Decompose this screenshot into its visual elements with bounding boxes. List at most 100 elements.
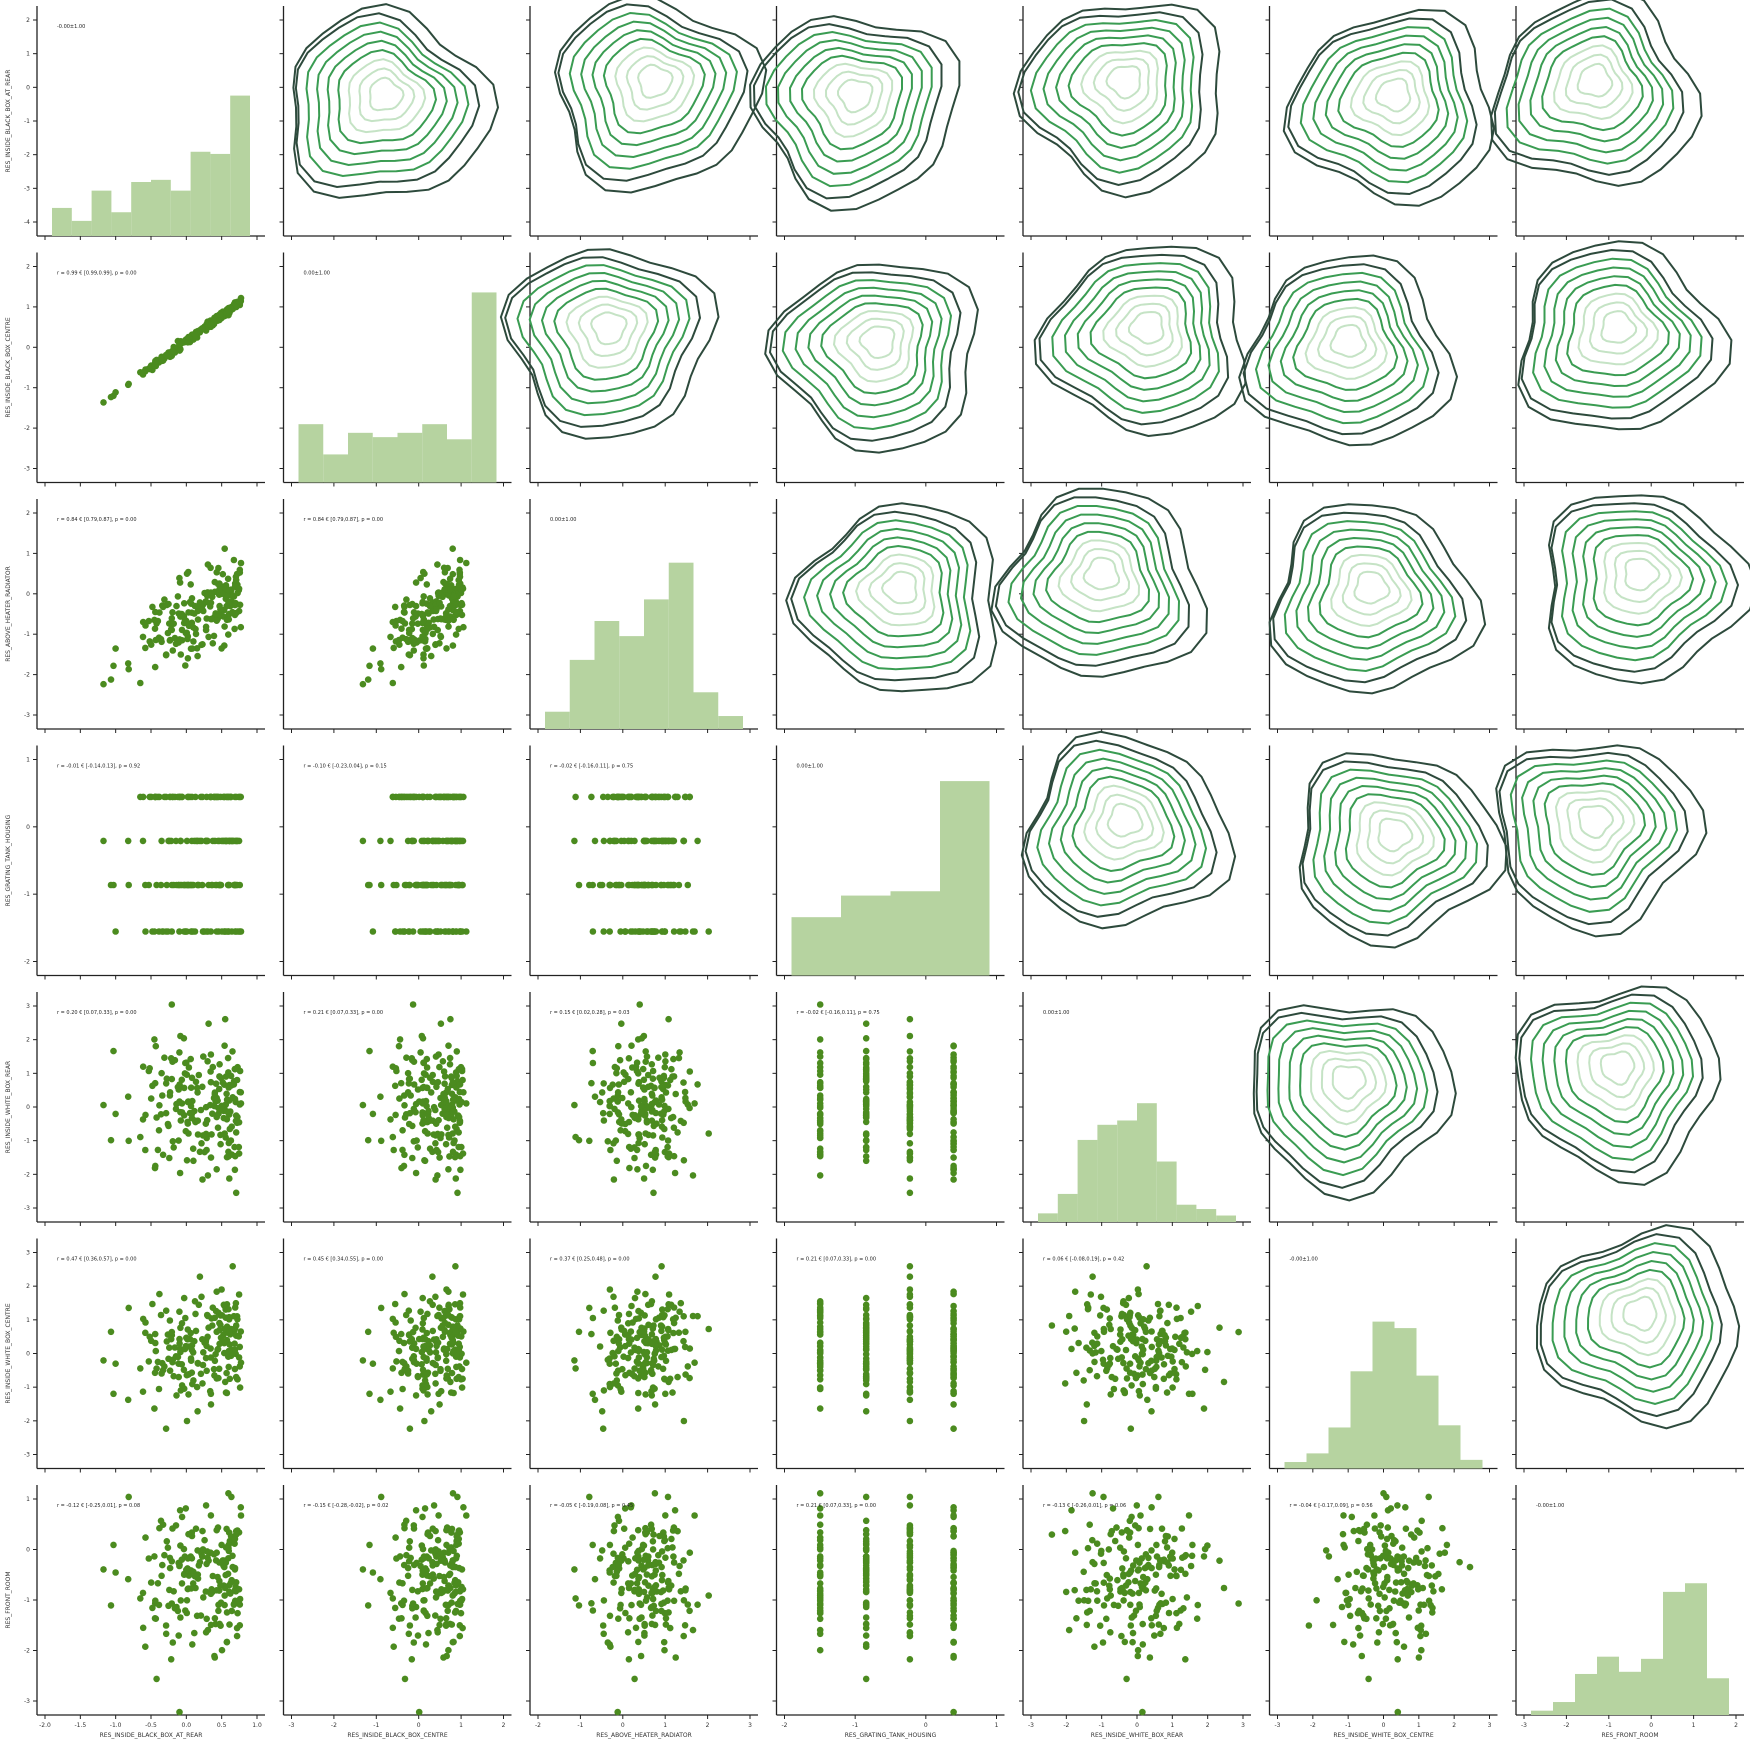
- scatter-point: [404, 1069, 412, 1077]
- scatter-point: [235, 585, 243, 592]
- scatter-point: [816, 1152, 824, 1160]
- x-tick-label: 3: [748, 1722, 752, 1729]
- scatter-point: [207, 1051, 215, 1058]
- scatter-point: [412, 1108, 419, 1116]
- kde-contour: [1564, 53, 1624, 109]
- x-tick-label: -2: [535, 1722, 541, 1729]
- scatter-point: [862, 1346, 870, 1354]
- scatter-point: [225, 1305, 232, 1313]
- scatter-point: [420, 651, 427, 658]
- kde-contour: [1521, 767, 1668, 901]
- scatter-point: [198, 1293, 205, 1301]
- scatter-point: [950, 1532, 957, 1540]
- scatter-point: [218, 928, 226, 935]
- scatter-point: [1086, 1366, 1093, 1374]
- scatter-point: [642, 1597, 650, 1604]
- scatter-point: [575, 1328, 583, 1336]
- scatter-point: [423, 1370, 431, 1378]
- scatter-point: [589, 928, 597, 935]
- scatter-point: [950, 1425, 957, 1432]
- kde-contour: [1517, 240, 1733, 431]
- scatter-point: [232, 1129, 240, 1136]
- scatter-point: [665, 1150, 673, 1157]
- panel-6-2: -2 -1 0 1 2 3r = -0.05 € [-0.19,0.08], p = 0.…: [526, 1485, 758, 1739]
- scatter-point: [625, 1584, 633, 1592]
- scatter-point: [402, 1517, 410, 1525]
- scatter-point: [401, 1675, 409, 1683]
- scatter-point: [449, 1148, 457, 1156]
- scatter-point: [451, 1609, 459, 1616]
- scatter-point: [1142, 1551, 1150, 1558]
- scatter-point: [419, 1112, 427, 1119]
- hist-bar: [52, 207, 72, 236]
- scatter-point: [1165, 1609, 1173, 1617]
- scatter-point: [225, 1363, 232, 1371]
- scatter-point: [627, 1328, 635, 1335]
- scatter-point: [1178, 1525, 1186, 1532]
- scatter-point: [460, 1089, 467, 1096]
- y-tick-label: -3: [24, 712, 30, 719]
- scatter-point: [1160, 1361, 1168, 1368]
- scatter-point: [203, 1146, 210, 1154]
- scatter-point: [166, 1089, 174, 1096]
- scatter-point: [644, 1562, 652, 1569]
- scatter-point: [396, 1036, 404, 1043]
- scatter-point: [950, 1708, 957, 1716]
- kde-contour: [1266, 1019, 1429, 1177]
- scatter-point: [662, 1554, 669, 1561]
- scatter-point: [862, 1535, 870, 1543]
- scatter-point: [182, 1505, 190, 1512]
- scatter-point: [642, 1058, 649, 1065]
- scatter-point: [233, 1119, 241, 1127]
- scatter-point: [446, 1153, 453, 1160]
- kde-contour: [499, 248, 720, 440]
- scatter-point: [236, 1067, 244, 1075]
- scatter-point: [161, 1551, 168, 1559]
- scatter-point: [862, 1632, 870, 1639]
- x-tick-label: -1: [852, 1722, 858, 1729]
- scatter-point: [950, 1597, 957, 1604]
- scatter-point: [405, 651, 413, 658]
- scatter-point: [662, 1089, 670, 1096]
- scatter-point: [453, 1072, 461, 1080]
- panel-6-0: -3-2-101-2.0 -1.5 -1.0 -0.5 0.0 0.5 1.0r = -0.…: [5, 1485, 265, 1739]
- scatter-point: [1113, 1345, 1120, 1353]
- scatter-point: [151, 1405, 158, 1412]
- scatter-point: [207, 793, 215, 801]
- scatter-point: [432, 641, 439, 648]
- panel-1-4: [1019, 245, 1251, 487]
- scatter-point: [217, 1582, 224, 1589]
- scatter-point: [591, 1575, 599, 1583]
- corr-annotation: r = 0.21 € [0.07,0.33], p = 0.00: [797, 1257, 877, 1263]
- kde-contour: [1047, 757, 1197, 895]
- scatter-point: [167, 1656, 175, 1663]
- scatter-point: [1138, 1343, 1146, 1350]
- scatter-point: [950, 1288, 957, 1295]
- scatter-point: [1143, 1563, 1150, 1571]
- scatter-point: [862, 1047, 870, 1055]
- scatter-point: [862, 1493, 870, 1501]
- scatter-point: [216, 1620, 223, 1628]
- scatter-point: [401, 1290, 408, 1298]
- scatter-point: [377, 1575, 384, 1583]
- kde-contour: [1287, 17, 1478, 196]
- scatter-point: [651, 1490, 659, 1497]
- scatter-point: [862, 1020, 870, 1027]
- kde-contour: [368, 76, 405, 112]
- scatter-point: [434, 1354, 442, 1361]
- scatter-point: [211, 1615, 219, 1622]
- scatter-point: [139, 369, 147, 376]
- scatter-point: [152, 1042, 160, 1050]
- scatter-point: [125, 665, 132, 673]
- scatter-point: [236, 928, 244, 935]
- scatter-point: [412, 1614, 419, 1621]
- scatter-point: [1062, 1328, 1070, 1335]
- scatter-point: [1071, 1586, 1078, 1594]
- scatter-point: [162, 1622, 170, 1629]
- scatter-point: [426, 602, 434, 610]
- scatter-point: [906, 1322, 914, 1329]
- scatter-point: [436, 1063, 443, 1071]
- scatter-point: [168, 1600, 176, 1607]
- scatter-point: [1193, 1347, 1201, 1355]
- scatter-point: [1121, 1638, 1129, 1646]
